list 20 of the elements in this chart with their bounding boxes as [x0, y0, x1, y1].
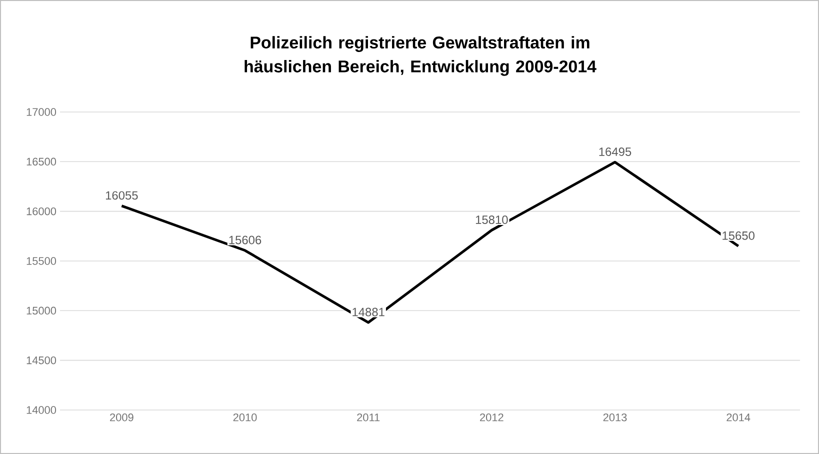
y-tick-label: 16500 [26, 158, 56, 166]
y-tick-label: 16000 [26, 207, 56, 216]
y-tick-label: 15500 [26, 257, 56, 265]
x-tick-label: 2010 [233, 414, 257, 422]
x-tick-label: 2013 [603, 414, 627, 422]
data-label: 16055 [106, 191, 138, 200]
x-tick-label: 2014 [726, 414, 750, 422]
x-tick-label: 2011 [357, 414, 380, 422]
data-label: 15606 [229, 236, 262, 244]
y-tick-label: 17000 [26, 108, 56, 116]
y-tick-label: 14500 [26, 356, 56, 364]
data-label: 14881 [352, 308, 384, 316]
y-tick-label: 15000 [26, 306, 56, 315]
x-tick-label: 2012 [480, 414, 504, 422]
chart-title: Polizeilich registrierte Gewaltstraftaten im häuslichen Bereich, Entwicklung 2009-2014 [244, 36, 596, 76]
data-label: 15650 [722, 231, 754, 240]
x-tick-label: 2009 [110, 414, 134, 422]
y-tick-label: 14000 [26, 406, 56, 414]
data-label: 15810 [476, 216, 508, 224]
data-label: 16495 [599, 147, 632, 156]
